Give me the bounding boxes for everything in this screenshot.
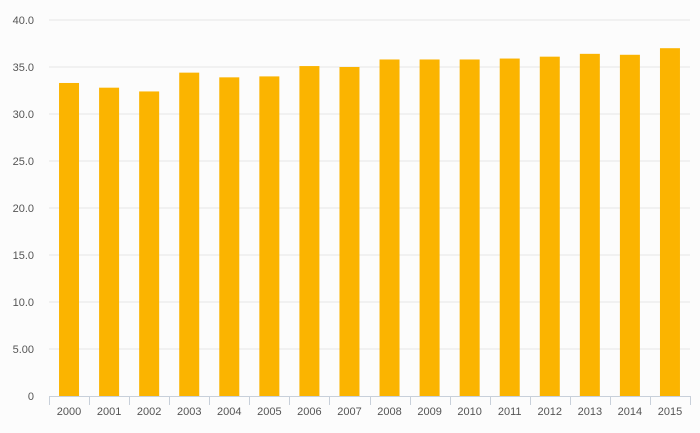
x-tick-label: 2001 <box>97 406 121 418</box>
x-tick-label: 2002 <box>137 406 161 418</box>
bar-2011 <box>499 58 520 396</box>
x-tick-label: 2015 <box>658 406 682 418</box>
x-tick-label: 2003 <box>177 406 201 418</box>
x-tick-label: 2012 <box>538 406 562 418</box>
x-tick-label: 2007 <box>337 406 361 418</box>
bar-2004 <box>219 77 240 396</box>
bar-2009 <box>419 59 440 396</box>
y-tick-label: 20.0 <box>13 203 34 215</box>
x-tick-label: 2014 <box>618 406 642 418</box>
y-tick-label: 35.0 <box>13 62 34 74</box>
bar-2007 <box>339 67 360 396</box>
bars <box>59 48 680 397</box>
bar-2012 <box>539 56 560 396</box>
y-tick-label: 25.0 <box>13 156 34 168</box>
x-axis-tick-labels: 2000 2001 2002 2003 2004 2005 2006 2007 2008 2009… <box>57 406 682 418</box>
bar-2010 <box>459 59 480 396</box>
y-tick-label: 0 <box>28 391 34 403</box>
x-tick-label: 2008 <box>377 406 401 418</box>
x-tick-label: 2010 <box>457 406 481 418</box>
x-tick-label: 2011 <box>498 406 522 418</box>
bar-2008 <box>379 59 400 396</box>
bar-2000 <box>59 82 80 396</box>
x-tick-label: 2000 <box>57 406 81 418</box>
bar-2002 <box>139 91 160 396</box>
bar-2006 <box>299 66 320 396</box>
bar-2001 <box>99 87 120 397</box>
x-tick-label: 2004 <box>217 406 241 418</box>
x-axis <box>49 396 691 405</box>
y-tick-label: 30.0 <box>13 109 34 121</box>
y-tick-label: 40.0 <box>13 15 34 27</box>
bar-2003 <box>179 72 200 396</box>
x-tick-label: 2009 <box>417 406 441 418</box>
bar-2013 <box>579 53 600 397</box>
bar-2014 <box>619 54 640 396</box>
y-axis-tick-labels: 0 5.00 10.0 15.0 20.0 25.0 30.0 35.0 40.0 <box>13 15 34 403</box>
x-tick-label: 2006 <box>297 406 321 418</box>
y-tick-label: 15.0 <box>13 250 34 262</box>
bar-2005 <box>259 76 280 397</box>
x-tick-label: 2013 <box>578 406 602 418</box>
x-tick-label: 2005 <box>257 406 281 418</box>
bar-2015 <box>659 48 680 396</box>
y-tick-label: 10.0 <box>13 297 34 309</box>
y-tick-label: 5.00 <box>13 344 34 356</box>
